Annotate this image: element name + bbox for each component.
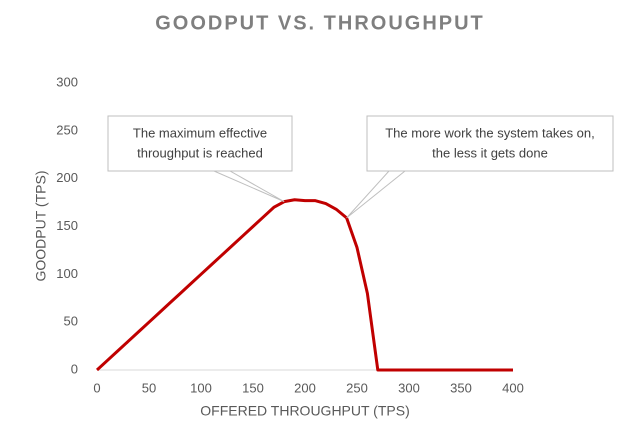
y-tick-label: 50 bbox=[64, 314, 78, 329]
y-tick-label: 0 bbox=[71, 361, 78, 376]
x-tick-label: 50 bbox=[142, 380, 156, 395]
callout-box bbox=[107, 115, 293, 172]
data-line bbox=[95, 198, 513, 372]
x-axis-title: OFFERED THROUGHPUT (TPS) bbox=[200, 403, 410, 419]
y-tick-label: 150 bbox=[56, 218, 78, 233]
callout-text: The maximum effective bbox=[133, 125, 267, 140]
chart-title: GOODPUT VS. THROUGHPUT bbox=[155, 12, 485, 34]
callout-text: The more work the system takes on, bbox=[385, 125, 595, 140]
y-tick-label: 250 bbox=[56, 122, 78, 137]
x-tick-label: 250 bbox=[346, 380, 368, 395]
callout-pointer bbox=[213, 170, 285, 203]
x-tick-label: 400 bbox=[502, 380, 524, 395]
y-tick-label: 200 bbox=[56, 170, 78, 185]
x-tick-label: 200 bbox=[294, 380, 316, 395]
callout-box bbox=[366, 115, 614, 172]
x-tick-label: 150 bbox=[242, 380, 264, 395]
x-tick-label: 100 bbox=[190, 380, 212, 395]
y-tick-label: 300 bbox=[56, 74, 78, 89]
y-axis-title: GOODPUT (TPS) bbox=[33, 171, 49, 282]
y-tick-label: 100 bbox=[56, 266, 78, 281]
callout-pointer bbox=[346, 170, 407, 219]
x-tick-label: 300 bbox=[398, 380, 420, 395]
callout-text: throughput is reached bbox=[137, 145, 263, 160]
callout-text: the less it gets done bbox=[432, 145, 548, 160]
x-tick-label: 0 bbox=[93, 380, 100, 395]
x-tick-label: 350 bbox=[450, 380, 472, 395]
